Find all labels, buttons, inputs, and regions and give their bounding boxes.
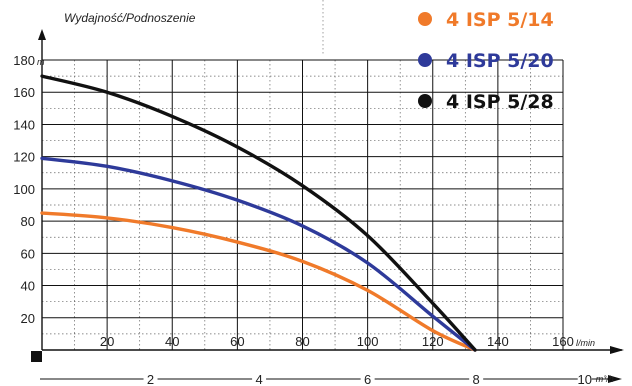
y-tick-label: 80 <box>21 214 35 229</box>
legend-label-2: 4 ISP 5/20 <box>446 50 554 72</box>
x2-tick-bg <box>143 370 158 386</box>
x2-tick-bg <box>360 370 375 386</box>
x-tick-label: 60 <box>230 334 244 349</box>
grid-major <box>42 59 564 350</box>
series-layer <box>40 74 477 352</box>
x2-tick-label: 10 <box>577 372 591 386</box>
x-tick-label: 80 <box>295 334 309 349</box>
x2-tick-label: 4 <box>255 372 262 386</box>
x2-tick-bg <box>252 370 267 386</box>
y-tick-label: 160 <box>13 85 35 100</box>
legend-marker-2 <box>418 53 432 67</box>
series-line-2 <box>40 156 477 352</box>
x-unit-label: l/min <box>576 338 595 348</box>
y-axis-arrow <box>38 29 46 40</box>
x-tick-label: 140 <box>487 334 509 349</box>
x-axis-arrow <box>610 346 624 354</box>
x2-tick-label: 2 <box>147 372 154 386</box>
labels-layer: 20 40 60 80 100 120 140 160 180 m 20 40 60 80 100 120 14… <box>13 53 614 386</box>
series-line-1 <box>40 211 477 352</box>
x2-tick-label: 6 <box>364 372 371 386</box>
y-unit-label: m <box>37 57 45 67</box>
chart-title: Wydajność/Podnoszenie <box>64 11 196 25</box>
x-tick-label: 120 <box>422 334 444 349</box>
x2-axis-arrow <box>608 375 622 383</box>
y-tick-label: 100 <box>13 182 35 197</box>
x-tick-label: 160 <box>552 334 574 349</box>
y-tick-label: 20 <box>21 311 35 326</box>
legend-label-3: 4 ISP 5/28 <box>446 91 554 113</box>
legend-marker-1 <box>418 12 432 26</box>
x-tick-label: 100 <box>357 334 379 349</box>
x2-tick-label: 8 <box>473 372 480 386</box>
x2-tick-bg <box>577 370 592 386</box>
y-tick-label: 140 <box>13 117 35 132</box>
series-line-3 <box>40 74 477 352</box>
legend: 4 ISP 5/14 4 ISP 5/20 4 ISP 5/28 <box>418 9 554 113</box>
x-tick-label: 40 <box>165 334 179 349</box>
x2-unit-label: m³/h <box>596 374 614 384</box>
axes <box>31 29 624 383</box>
x2-tick-bg <box>469 370 484 386</box>
x-tick-label: 20 <box>100 334 114 349</box>
y-tick-label: 180 <box>13 53 35 68</box>
legend-marker-3 <box>418 94 432 108</box>
y-tick-label: 40 <box>21 279 35 294</box>
origin-square <box>31 351 42 362</box>
y-tick-label: 60 <box>21 246 35 261</box>
legend-label-1: 4 ISP 5/14 <box>446 9 554 31</box>
y-tick-label: 120 <box>13 150 35 165</box>
